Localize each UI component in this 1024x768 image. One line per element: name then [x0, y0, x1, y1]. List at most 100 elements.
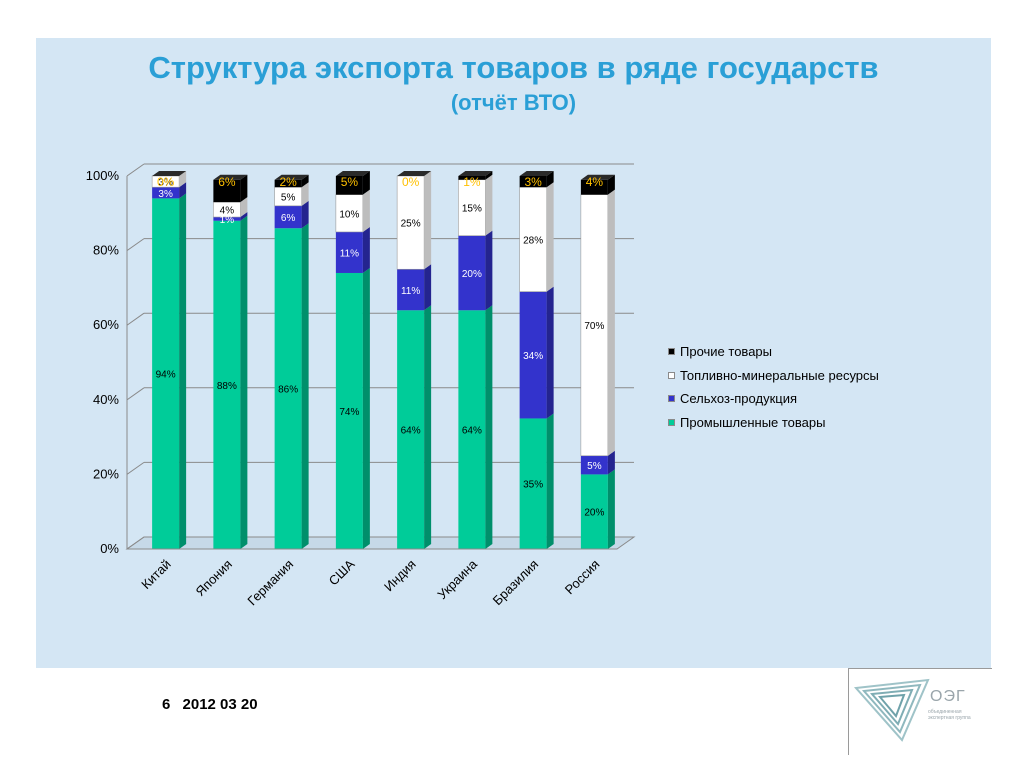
data-label: 11%	[401, 286, 420, 297]
data-label: 20%	[462, 269, 482, 280]
legend-label-manufactured: Промышленные товары	[680, 414, 826, 430]
bar-segment	[580, 194, 609, 457]
legend-swatch-agricultural	[668, 395, 675, 403]
x-tick-label: Россия	[562, 557, 603, 598]
data-label: 74%	[339, 407, 359, 418]
bar-segment	[580, 179, 608, 195]
logo-text: ОЭГ	[930, 688, 966, 705]
data-label: 94%	[156, 370, 176, 381]
bar-segment	[519, 176, 547, 188]
gridline-depth	[126, 163, 145, 177]
bar-segment	[335, 231, 363, 273]
gridline-depth	[126, 238, 145, 252]
data-label: 86%	[278, 385, 298, 396]
bar-segment-side	[485, 174, 493, 236]
bar-segment-side	[607, 174, 615, 195]
bar-top	[274, 174, 309, 180]
legend-label-agricultural: Сельхоз-продукция	[680, 391, 798, 407]
grid-layer	[125, 163, 636, 550]
bar-segment-side	[240, 197, 248, 218]
logo-icon	[853, 678, 930, 742]
gridline-depth	[126, 312, 145, 326]
bar-segment-side	[607, 189, 615, 456]
legend-item-other: Прочие товары	[668, 340, 879, 364]
bar-top	[397, 171, 432, 176]
bar-top	[213, 174, 248, 180]
bar-top	[152, 171, 187, 176]
bar-segment-side	[362, 226, 370, 273]
data-label: 5%	[281, 193, 296, 204]
data-label: 5%	[341, 175, 359, 189]
bar-segment	[152, 187, 180, 199]
x-tick-label: США	[326, 556, 358, 588]
legend-swatch-manufactured	[668, 418, 675, 426]
bar-segment-side	[362, 171, 370, 195]
bar-segment-side	[546, 413, 554, 549]
data-label: 0%	[402, 175, 420, 189]
data-label: 6%	[281, 213, 296, 224]
legend-label-fuel-mineral: Топливно-минеральные ресурсы	[680, 367, 879, 383]
legend-swatch-other	[668, 348, 675, 356]
data-label: 3%	[524, 175, 542, 189]
bar-segment-side	[179, 182, 187, 199]
bar-segment-side	[179, 171, 187, 188]
x-tick-label: Индия	[381, 557, 419, 595]
legend-item-agricultural: Сельхоз-продукция	[668, 387, 879, 411]
slide-footer: 6 2012 03 20	[162, 696, 266, 713]
plot-wall	[127, 164, 634, 549]
bar-segment	[274, 179, 302, 188]
bar-top	[580, 174, 615, 180]
bar-segment-side	[362, 267, 370, 549]
bar-segment-side	[546, 182, 554, 292]
plot-floor	[125, 536, 636, 550]
bar-segment	[335, 194, 364, 233]
legend-item-fuel-mineral: Топливно-минеральные ресурсы	[668, 364, 879, 388]
y-tick-label: 20%	[93, 466, 119, 481]
bars-layer	[151, 171, 615, 549]
bar-segment-side	[424, 171, 432, 270]
bar-segment-side	[607, 450, 615, 475]
x-tick-label: Бразилия	[490, 557, 542, 609]
bar-segment-side	[546, 286, 554, 419]
slide-background	[36, 38, 991, 668]
bar-segment	[458, 235, 486, 311]
y-tick-label: 80%	[93, 243, 119, 258]
logo-caption: объединенная экспертная группа	[928, 709, 971, 721]
bar-segment	[335, 272, 363, 549]
bar-segment-side	[240, 174, 248, 203]
bar-top	[335, 171, 370, 176]
legend-item-manufactured: Промышленные товары	[668, 411, 879, 435]
bar-segment	[213, 217, 241, 221]
data-label: 88%	[217, 381, 237, 392]
chart-legend: Прочие товары Топливно-минеральные ресур…	[668, 340, 879, 434]
data-label: 2%	[279, 175, 297, 189]
data-label: 3%	[158, 178, 173, 189]
data-label: 64%	[401, 426, 421, 437]
bar-top	[519, 171, 554, 176]
slide-subtitle: (отчёт ВТО)	[450, 90, 577, 115]
y-tick-label: 40%	[93, 392, 119, 407]
data-label: 28%	[523, 235, 543, 246]
x-tick-label: Украина	[434, 556, 480, 602]
slide-title: Структура экспорта товаров в ряде госуда…	[148, 50, 879, 85]
bar-segment-side	[240, 212, 248, 221]
bar-segment-side	[301, 223, 309, 549]
bar-segment-side	[424, 305, 432, 549]
bar-segment	[335, 176, 363, 195]
y-tick-label: 0%	[100, 541, 119, 556]
bar-segment-side	[424, 264, 432, 311]
bar-segment	[397, 269, 425, 311]
bar-segment	[274, 205, 302, 229]
bar-segment-side	[301, 200, 309, 229]
bar-segment-side	[485, 171, 493, 180]
data-label: 1%	[463, 175, 481, 189]
data-label: 0%	[157, 175, 175, 189]
gridline-depth	[126, 387, 145, 401]
bar-segment	[458, 179, 486, 236]
y-tick-label: 100%	[86, 168, 120, 183]
legend-label-other: Прочие товары	[680, 344, 772, 360]
data-label: 1%	[220, 215, 235, 226]
data-label: 11%	[340, 248, 359, 259]
data-label: 35%	[523, 480, 543, 491]
